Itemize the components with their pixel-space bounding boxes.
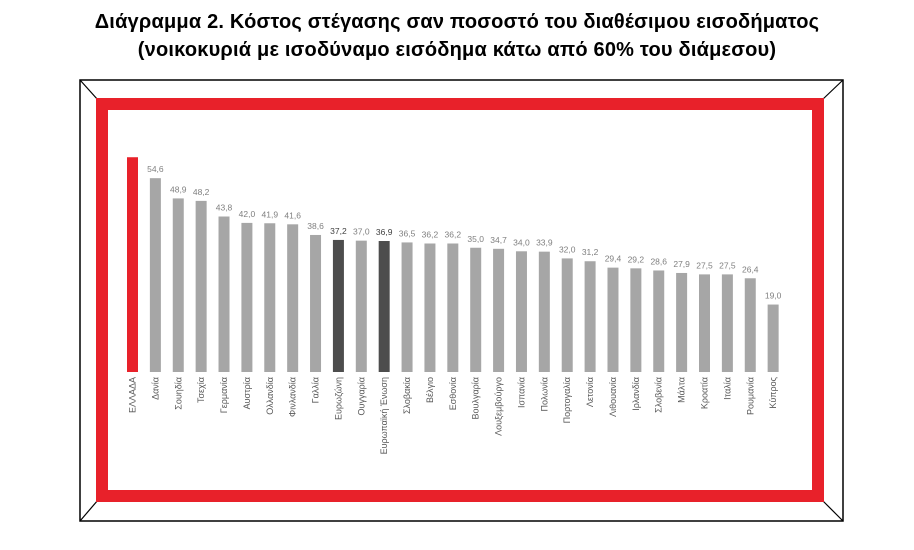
category-label: Κροατία <box>700 377 710 409</box>
bar <box>149 178 161 372</box>
bar <box>195 200 207 372</box>
value-label: 36,2 <box>445 229 462 239</box>
value-label: 37,0 <box>353 227 370 237</box>
category-label: Εσθονία <box>448 377 458 410</box>
value-label: 34,7 <box>490 235 507 245</box>
category-label: Ιταλία <box>722 377 732 400</box>
value-labels-group: 54,6 48,9 48,2 43,8 42,0 41,9 41,6 38,6 37,2 37,0… <box>147 164 782 300</box>
value-label: 35,0 <box>467 234 484 244</box>
value-label: 48,2 <box>193 187 210 197</box>
chart-frame <box>79 79 844 522</box>
chart-title-line-1: Διάγραμμα 2. Κόστος στέγασης σαν ποσοστό… <box>94 11 820 33</box>
category-label: Γαλλία <box>311 377 321 403</box>
category-label: Ολλανδία <box>265 377 275 415</box>
category-label: Ιρλανδία <box>631 377 641 411</box>
category-label: Κύπρος <box>768 376 778 408</box>
bar <box>607 267 619 372</box>
bar <box>721 274 733 373</box>
frame-corner-line <box>821 79 844 101</box>
bar <box>127 157 138 372</box>
bar <box>401 242 413 372</box>
bar <box>653 270 665 372</box>
frame-corner-line <box>821 499 844 522</box>
value-label: 38,6 <box>307 221 324 231</box>
category-label: Ευρωπαϊκή Ένωση <box>379 377 389 454</box>
category-label: Βέλγιο <box>425 377 435 403</box>
category-label: Λετονία <box>585 377 595 407</box>
category-label: Φινλανδία <box>288 377 298 417</box>
bar <box>538 251 550 372</box>
category-label: Βουλγαρία <box>471 377 481 419</box>
outer-frame <box>79 79 844 522</box>
value-label: 41,9 <box>262 209 279 219</box>
category-label: Λιθουανία <box>608 377 618 417</box>
bar <box>699 274 710 373</box>
value-label: 42,0 <box>239 209 256 219</box>
bar <box>515 251 527 372</box>
bar <box>172 198 184 372</box>
value-label: 28,6 <box>650 256 667 266</box>
value-label: 33,9 <box>536 238 553 248</box>
bar <box>241 222 253 372</box>
bar <box>355 240 367 372</box>
value-label: 36,5 <box>399 228 416 238</box>
value-label: 34,0 <box>513 237 530 247</box>
value-label: 37,2 <box>330 226 347 236</box>
value-label: 27,5 <box>696 260 713 270</box>
bar <box>310 234 322 372</box>
bar <box>744 278 756 372</box>
bar <box>470 247 482 372</box>
frame-corner-line <box>79 79 99 101</box>
bars-group <box>127 157 779 373</box>
category-label: Σλοβακία <box>402 377 412 414</box>
bar <box>424 243 436 372</box>
value-label: 36,9 <box>376 227 393 237</box>
frame-corner-line <box>79 499 99 522</box>
value-label: 36,2 <box>422 229 439 239</box>
category-label: Γερμανία <box>219 377 229 413</box>
bar <box>332 239 344 372</box>
category-label: Λουξεμβούργο <box>494 377 504 436</box>
category-labels-group: ΕΛΛΑΔΑ Δανία Σουηδία Τσεχία Γερμανία Αυστρία Ο… <box>128 376 779 454</box>
bar <box>676 272 688 372</box>
bar <box>218 216 230 372</box>
value-label: 27,5 <box>719 260 736 270</box>
value-label: 26,4 <box>742 264 759 274</box>
category-label: Τσεχία <box>196 377 206 403</box>
value-label: 27,9 <box>673 259 690 269</box>
value-label: 29,2 <box>628 254 645 264</box>
category-label: Σλοβενία <box>654 377 664 413</box>
value-label: 31,2 <box>582 247 599 257</box>
bar <box>287 224 299 372</box>
chart-title-line-2: (νοικοκυριά με ισοδύναμο εισόδημα κάτω α… <box>137 39 777 61</box>
bar <box>264 223 276 372</box>
value-label: 29,4 <box>605 254 622 264</box>
value-label: 54,6 <box>147 164 164 174</box>
category-label: Ευρωζώνη <box>333 377 343 420</box>
value-label: 41,6 <box>284 210 301 220</box>
category-label: Αυστρία <box>242 377 252 409</box>
value-label: 43,8 <box>216 203 233 213</box>
bar <box>493 248 505 372</box>
category-label: ΕΛΛΑΔΑ <box>128 377 138 413</box>
category-label: Ουγγαρία <box>356 377 366 415</box>
category-label: Ρουμανία <box>745 377 755 415</box>
category-label: Δανία <box>150 377 160 400</box>
bar <box>767 304 779 372</box>
category-label: Πολωνία <box>539 377 549 411</box>
value-label: 32,0 <box>559 244 576 254</box>
category-label: Σουηδία <box>173 377 183 410</box>
bar <box>447 243 459 372</box>
red-inner-frame <box>96 98 824 502</box>
category-label: Πορτογαλία <box>562 377 572 423</box>
bar <box>630 268 642 372</box>
value-label: 48,9 <box>170 184 187 194</box>
category-label: Ισπανία <box>516 377 526 408</box>
bar <box>561 258 573 372</box>
value-label: 19,0 <box>765 291 782 301</box>
bar <box>584 261 596 372</box>
category-label: Μάλτα <box>677 377 687 403</box>
bar <box>378 241 390 372</box>
